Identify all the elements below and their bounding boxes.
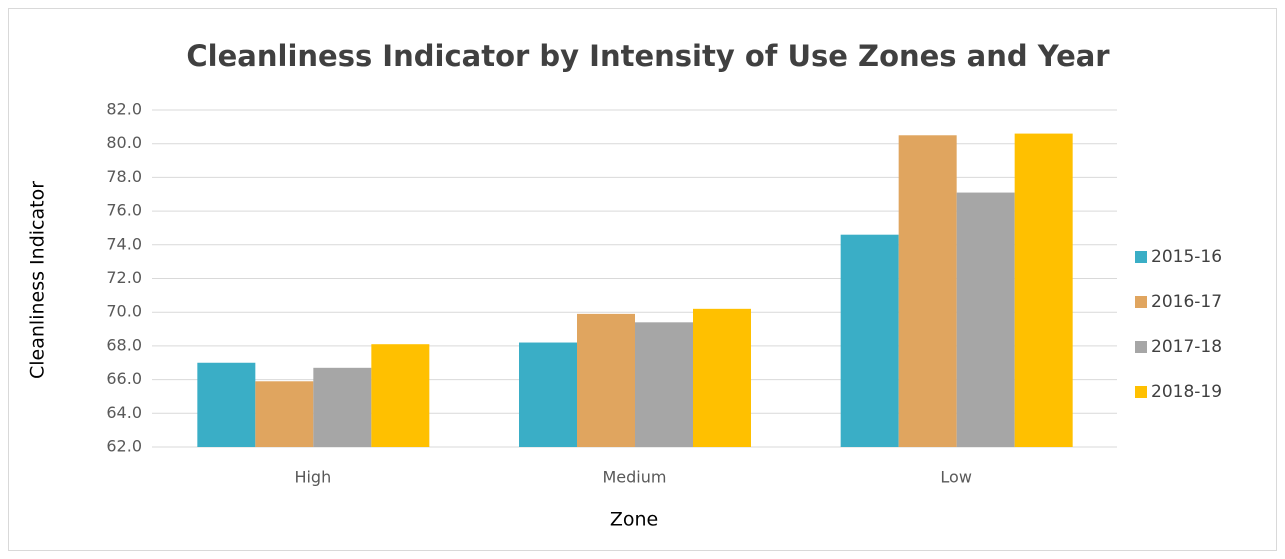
- y-tick-label: 64.0: [106, 403, 142, 422]
- y-axis-title: Cleanliness Indicator: [27, 181, 49, 379]
- legend-swatch: [1135, 341, 1147, 353]
- bar: [313, 367, 372, 447]
- bar: [956, 192, 1015, 447]
- bar: [1014, 133, 1073, 447]
- x-axis-title: Zone: [610, 509, 658, 531]
- bar: [840, 234, 899, 447]
- y-tick-label: 62.0: [106, 437, 142, 456]
- legend-swatch: [1135, 386, 1147, 398]
- legend-label: 2017-18: [1151, 337, 1222, 357]
- y-tick-label: 72.0: [106, 268, 142, 287]
- bar: [693, 308, 751, 447]
- y-tick-label: 82.0: [106, 100, 142, 119]
- bar: [635, 322, 693, 447]
- legend-swatch: [1135, 251, 1147, 263]
- bar: [519, 342, 577, 447]
- y-tick-label: 68.0: [106, 335, 142, 354]
- bar: [898, 135, 957, 447]
- y-tick-label: 74.0: [106, 234, 142, 253]
- chart-title: Cleanliness Indicator by Intensity of Us…: [186, 39, 1110, 73]
- y-tick-label: 66.0: [106, 369, 142, 388]
- x-tick-label: Medium: [603, 468, 667, 487]
- bar: [197, 362, 256, 447]
- bar: [577, 313, 635, 447]
- legend-swatch: [1135, 296, 1147, 308]
- bar: [255, 381, 314, 447]
- y-tick-label: 70.0: [106, 302, 142, 321]
- y-tick-label: 76.0: [106, 201, 142, 220]
- y-tick-label: 78.0: [106, 167, 142, 186]
- y-tick-label: 80.0: [106, 133, 142, 152]
- x-tick-label: High: [294, 468, 331, 487]
- legend-label: 2018-19: [1151, 382, 1222, 402]
- bar: [371, 344, 430, 447]
- legend-label: 2016-17: [1151, 292, 1222, 312]
- x-tick-label: Low: [940, 468, 972, 487]
- legend-label: 2015-16: [1151, 247, 1222, 267]
